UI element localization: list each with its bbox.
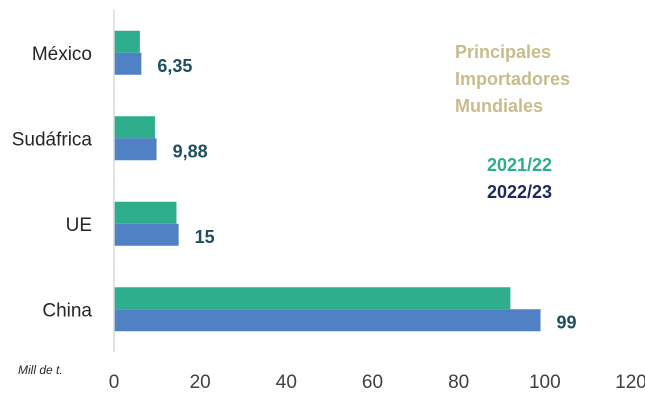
category-label-ue: UE <box>66 215 92 236</box>
bar-china-2022-23 <box>114 309 541 332</box>
x-tick-20: 20 <box>190 372 211 393</box>
bar-china-2021-22 <box>114 287 511 310</box>
unit-label: Mill de t. <box>18 363 63 377</box>
title-line-3: Mundiales <box>455 96 543 116</box>
legend-entry-2021-22: 2021/22 <box>487 155 552 175</box>
bar-ue-2021-22 <box>114 201 177 224</box>
category-label-china: China <box>42 300 92 321</box>
category-labels: México Sudáfrica UE China <box>12 44 93 322</box>
x-tick-100: 100 <box>529 372 561 393</box>
bar-mexico-2021-22 <box>114 30 140 53</box>
x-tick-80: 80 <box>448 372 469 393</box>
legend: 2021/22 2022/23 <box>487 155 552 202</box>
data-label-china: 99 <box>557 312 577 332</box>
title-line-2: Importadores <box>455 69 570 89</box>
x-tick-40: 40 <box>276 372 297 393</box>
x-tick-120: 120 <box>615 372 645 393</box>
chart-title: Principales Importadores Mundiales <box>455 42 570 116</box>
x-tick-0: 0 <box>109 372 120 393</box>
bar-ue-2022-23 <box>114 223 179 246</box>
x-tick-60: 60 <box>362 372 383 393</box>
category-label-sudafrica: Sudáfrica <box>12 129 93 150</box>
data-label-sudafrica: 9,88 <box>173 141 208 161</box>
x-tick-labels: 0 20 40 60 80 100 120 <box>109 372 645 393</box>
title-line-1: Principales <box>455 42 551 62</box>
data-labels: 6,35 9,88 15 99 <box>157 56 576 333</box>
data-label-ue: 15 <box>195 227 215 247</box>
data-label-mexico: 6,35 <box>157 56 192 76</box>
legend-entry-2022-23: 2022/23 <box>487 182 552 202</box>
bar-sudafrica-2021-22 <box>114 116 155 139</box>
bar-sudafrica-2022-23 <box>114 138 157 161</box>
bar-mexico-2022-23 <box>114 52 142 75</box>
bars-layer <box>114 30 541 332</box>
category-label-mexico: México <box>32 44 92 65</box>
